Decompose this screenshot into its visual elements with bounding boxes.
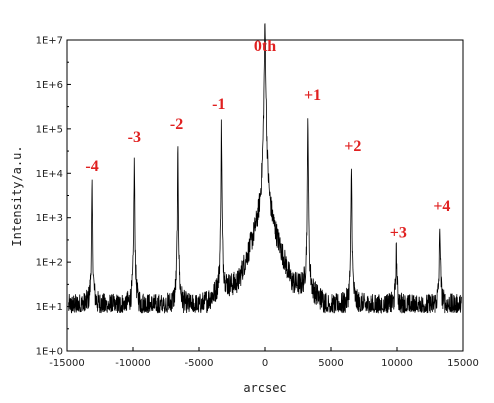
y-tick-label: 1E+5 bbox=[36, 124, 63, 135]
peak-annotation: +3 bbox=[390, 225, 407, 242]
peak-annotation: 0th bbox=[254, 38, 276, 55]
y-tick-label: 1E+4 bbox=[36, 169, 63, 180]
x-tick-label: -15000 bbox=[49, 358, 84, 369]
peak-annotation: +2 bbox=[344, 138, 361, 155]
y-axis-title: Intensity/a.u. bbox=[10, 145, 24, 246]
intensity-curve bbox=[68, 23, 462, 314]
peak-annotation: -3 bbox=[128, 129, 141, 146]
peak-annotation: -2 bbox=[170, 116, 183, 133]
peak-annotation: +1 bbox=[304, 87, 321, 104]
x-tick-label: -5000 bbox=[184, 358, 213, 369]
y-tick-label: 1E+6 bbox=[36, 80, 63, 91]
peak-annotation: -4 bbox=[85, 158, 98, 175]
x-tick-label: -10000 bbox=[115, 358, 150, 369]
y-axis: 1E+0 1E+1 1E+2 1E+3 1E+4 1E+5 1E+6 1E+7 bbox=[36, 36, 71, 358]
y-tick-label: 1E+1 bbox=[36, 302, 63, 313]
x-tick-label: 5000 bbox=[318, 358, 343, 369]
y-tick-label: 1E+3 bbox=[36, 213, 63, 224]
x-tick-label: 10000 bbox=[381, 358, 413, 369]
y-tick-label: 1E+7 bbox=[36, 36, 63, 47]
y-tick-label: 1E+2 bbox=[36, 258, 63, 269]
peak-annotation: GaSb bbox=[246, 0, 284, 2]
peak-annotation: +4 bbox=[433, 198, 450, 215]
x-tick-label: 0 bbox=[262, 358, 268, 369]
x-axis: -15000 -10000 -5000 0 5000 10000 15000 bbox=[49, 347, 479, 369]
x-axis-title: arcsec bbox=[243, 381, 286, 395]
x-tick-label: 15000 bbox=[447, 358, 479, 369]
y-tick-label: 1E+0 bbox=[36, 347, 63, 358]
peak-labels: GaSb 0th +1 +2 +3 +4 -1 -2 -3 -4 bbox=[85, 0, 450, 242]
peak-annotation: -1 bbox=[212, 96, 225, 113]
